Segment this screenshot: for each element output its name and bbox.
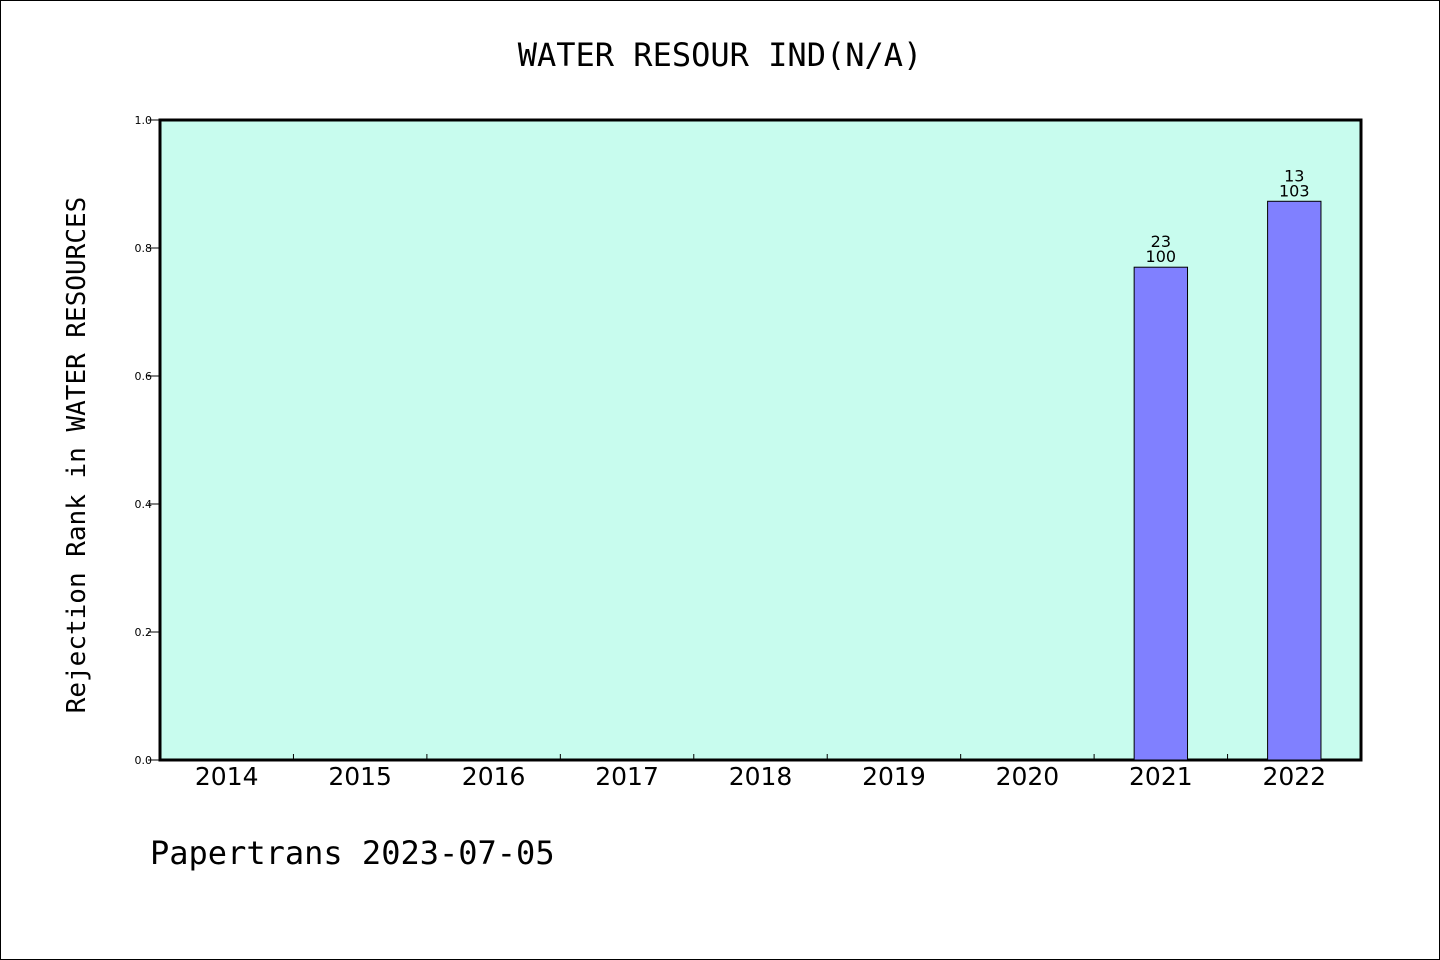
y-tick-label: 0.4 — [135, 498, 153, 511]
bar-label-top: 13 — [1284, 166, 1304, 185]
x-tick-label: 2018 — [729, 762, 793, 791]
x-tick-label: 2019 — [862, 762, 926, 791]
y-tick-label: 0.2 — [135, 626, 153, 639]
bar-label-bottom: 100 — [1146, 247, 1177, 266]
bar-label-bottom: 103 — [1279, 181, 1310, 200]
y-axis-label: Rejection Rank in WATER RESOURCES — [62, 197, 92, 714]
x-tick-label: 2020 — [996, 762, 1060, 791]
x-tick-label: 2017 — [595, 762, 659, 791]
x-tick-label: 2022 — [1262, 762, 1326, 791]
chart-title: WATER RESOUR IND(N/A) — [518, 36, 923, 74]
bar-2021 — [1133, 266, 1189, 761]
y-tick-label: 1.0 — [135, 114, 153, 127]
bar-label-top: 23 — [1151, 232, 1171, 251]
footer-credit: Papertrans 2023-07-05 — [150, 834, 555, 872]
bar-2022 — [1267, 200, 1322, 761]
x-tick-label: 2016 — [462, 762, 526, 791]
x-tick-label: 2014 — [195, 762, 259, 791]
x-axis-ticks: 2014 2015 2016 2017 2018 2019 2020 2021 2022 — [195, 754, 1326, 791]
x-tick-label: 2015 — [328, 762, 392, 791]
y-tick-label: 0.8 — [135, 242, 153, 255]
y-tick-label: 0.6 — [135, 370, 153, 383]
x-tick-label: 2021 — [1129, 762, 1193, 791]
y-tick-label: 0.0 — [135, 754, 153, 767]
y-axis-ticks: 0.0 0.2 0.4 0.6 0.8 1.0 — [135, 114, 160, 767]
